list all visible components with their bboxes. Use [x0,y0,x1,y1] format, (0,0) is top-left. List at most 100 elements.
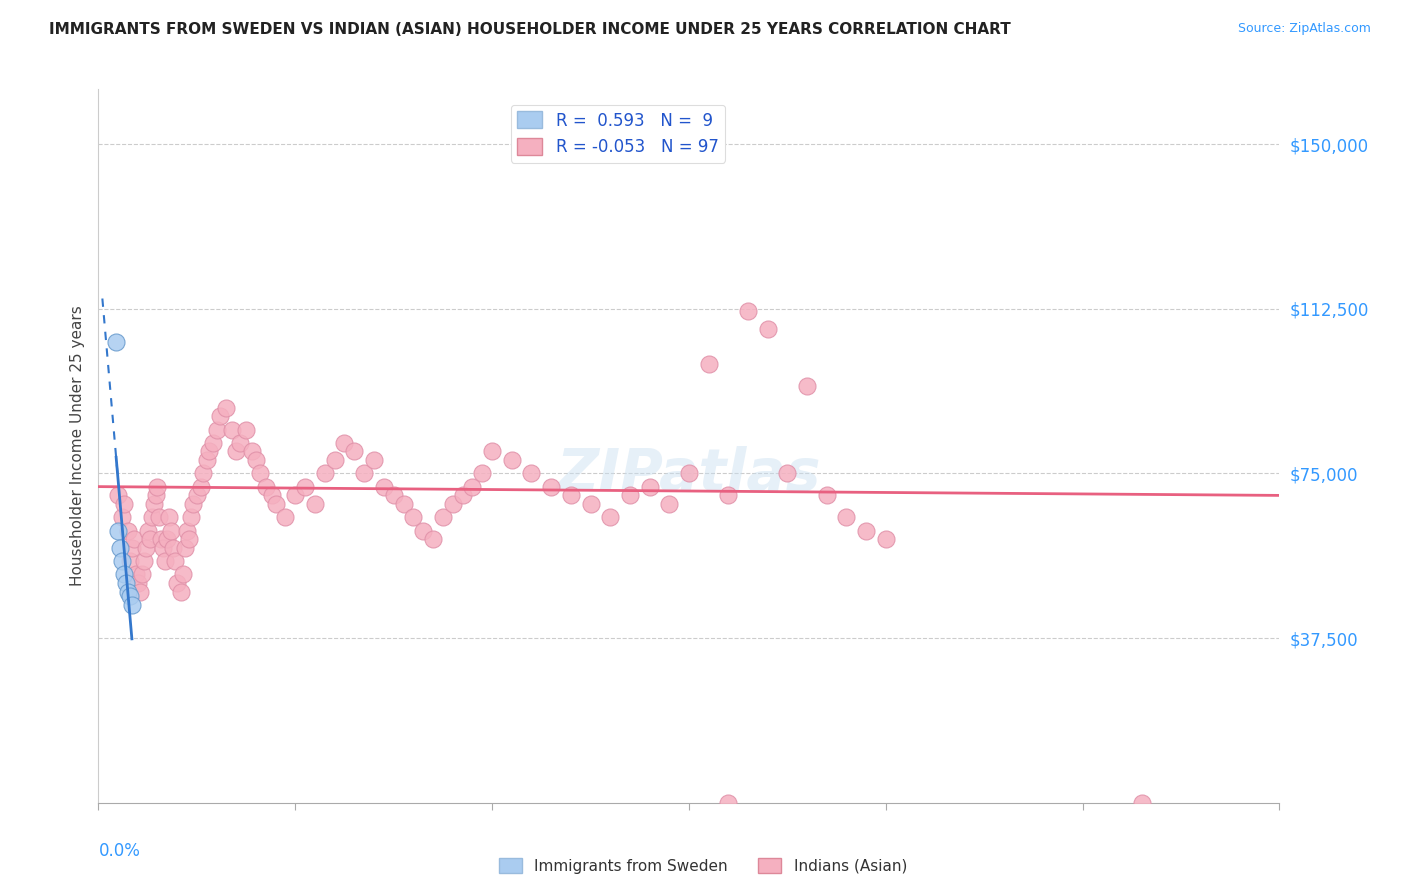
Point [737,304,759,318]
Point [152,541,174,555]
Point [112,497,135,511]
Point [201,435,224,450]
Point [118,554,141,568]
Point [1130,796,1153,810]
Point [197,444,219,458]
Point [441,497,464,511]
Point [461,480,484,494]
Point [776,467,799,481]
Point [363,453,385,467]
Point [294,480,316,494]
Point [235,423,257,437]
Point [373,480,395,494]
Point [111,510,134,524]
Point [619,488,641,502]
Point [127,576,149,591]
Point [148,510,170,524]
Point [142,497,165,511]
Point [221,423,243,437]
Legend: R =  0.593   N =  9, R = -0.053   N = 97: R = 0.593 N = 9, R = -0.053 N = 97 [510,104,725,162]
Point [160,524,183,538]
Point [136,524,159,538]
Text: Source: ZipAtlas.com: Source: ZipAtlas.com [1237,22,1371,36]
Point [132,554,155,568]
Point [146,480,169,494]
Point [382,488,405,502]
Point [560,488,582,502]
Point [108,541,131,555]
Point [254,480,277,494]
Point [314,467,336,481]
Point [264,497,287,511]
Point [392,497,415,511]
Point [195,453,218,467]
Point [111,554,134,568]
Point [658,497,681,511]
Text: 0.0%: 0.0% [98,842,141,860]
Point [156,533,179,547]
Point [172,567,194,582]
Point [186,488,208,502]
Point [190,480,212,494]
Point [177,533,200,547]
Point [855,524,877,538]
Point [835,510,858,524]
Point [128,585,150,599]
Point [756,321,779,335]
Point [209,409,232,424]
Point [471,467,494,481]
Point [118,590,141,604]
Point [451,488,474,502]
Point [107,488,129,502]
Point [225,444,247,458]
Point [412,524,434,538]
Point [157,510,180,524]
Point [115,576,138,591]
Point [229,435,252,450]
Point [107,524,129,538]
Text: IMMIGRANTS FROM SWEDEN VS INDIAN (ASIAN) HOUSEHOLDER INCOME UNDER 25 YEARS CORRE: IMMIGRANTS FROM SWEDEN VS INDIAN (ASIAN)… [49,22,1011,37]
Point [117,585,139,599]
Point [540,480,562,494]
Point [343,444,366,458]
Point [150,533,173,547]
Point [599,510,621,524]
Point [205,423,228,437]
Y-axis label: Householder Income Under 25 years: Householder Income Under 25 years [70,306,86,586]
Point [717,796,740,810]
Point [176,524,198,538]
Point [815,488,838,502]
Point [122,533,145,547]
Point [353,467,375,481]
Point [215,401,238,415]
Point [180,510,202,524]
Point [121,541,143,555]
Point [284,488,307,502]
Legend: Immigrants from Sweden, Indians (Asian): Immigrants from Sweden, Indians (Asian) [494,852,912,880]
Point [422,533,444,547]
Point [249,467,271,481]
Point [181,497,204,511]
Point [240,444,263,458]
Point [105,334,128,349]
Point [260,488,283,502]
Point [135,541,157,555]
Point [333,435,356,450]
Point [323,453,346,467]
Point [274,510,297,524]
Point [162,541,184,555]
Point [501,453,523,467]
Point [174,541,197,555]
Point [678,467,700,481]
Point [170,585,193,599]
Point [638,480,661,494]
Point [112,567,135,582]
Point [191,467,214,481]
Point [141,510,163,524]
Point [166,576,188,591]
Point [125,567,148,582]
Point [875,533,897,547]
Text: ZIPatlas: ZIPatlas [557,446,821,503]
Point [697,357,720,371]
Point [796,378,818,392]
